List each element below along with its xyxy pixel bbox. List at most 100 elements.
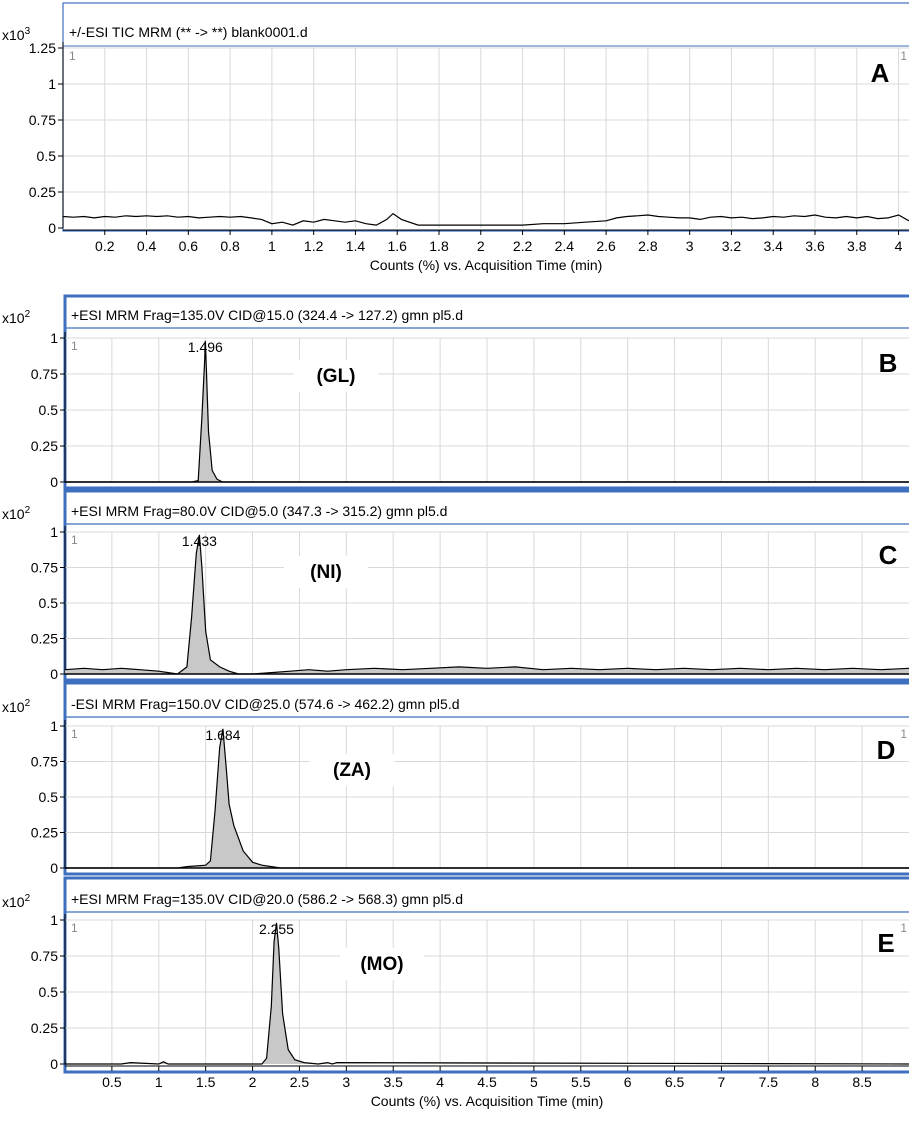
x-tick-label: 0.8 xyxy=(220,238,240,254)
panel-d: 0 0.25 0.5 0.75 1 x102 -ESI MRM Frag=150.0V CI… xyxy=(2,681,909,876)
x-tick-label: 4 xyxy=(895,238,903,254)
peak-label: 1.496 xyxy=(188,339,223,355)
panel-c: 0 0.25 0.5 0.75 1 x102 +ESI MRM Frag=80.0V CID… xyxy=(2,489,909,682)
x-tick-label: 3 xyxy=(686,238,694,254)
x-tick-label: 2.6 xyxy=(596,238,616,254)
peak-label: 1.433 xyxy=(182,533,217,549)
compound-label-bg xyxy=(284,556,368,588)
x-tick-label: 1.2 xyxy=(304,238,324,254)
corner-marker-right: 1 xyxy=(900,727,907,741)
y-tick-label: 0.25 xyxy=(29,184,56,200)
peak-label: 1.684 xyxy=(205,727,240,743)
y-exponent: 2 xyxy=(25,505,31,516)
y-tick-label: 0.25 xyxy=(31,438,58,454)
x-tick-label: 0.4 xyxy=(137,238,157,254)
panel-letter: B xyxy=(879,348,898,378)
panel-e: 0 0.25 0.5 0.75 1 x102 +ESI MRM Frag=135.0V CI… xyxy=(2,876,909,1109)
y-tick-label: 0.75 xyxy=(31,754,58,770)
x-axis-label: Counts (%) vs. Acquisition Time (min) xyxy=(371,1093,604,1109)
peak-area xyxy=(65,922,909,1064)
corner-marker-left: 1 xyxy=(71,339,78,353)
compound-label: (GL) xyxy=(316,366,355,387)
series-line xyxy=(65,340,909,483)
y-tick-label: 0.75 xyxy=(31,948,58,964)
peak-label: 2.255 xyxy=(259,921,294,937)
compound-label-bg xyxy=(294,360,378,392)
x-tick-label: 1.6 xyxy=(387,238,407,254)
x-tick-label: 1 xyxy=(155,1074,163,1090)
y-tick-label: 0.5 xyxy=(39,402,59,418)
y-tick-label: 0.25 xyxy=(31,631,58,647)
y-tick-label: 0.75 xyxy=(29,112,56,128)
x-tick-label: 3 xyxy=(342,1074,350,1090)
corner-marker-right: 1 xyxy=(900,49,907,63)
y-exponent: 2 xyxy=(25,309,31,320)
y-tick-label: 1 xyxy=(50,718,58,734)
x-tick-label: 2.8 xyxy=(638,238,658,254)
x-tick-label: 6.5 xyxy=(665,1074,685,1090)
series-line xyxy=(64,534,909,675)
y-multiplier: x102 xyxy=(2,309,31,326)
x-tick-label: 5.5 xyxy=(571,1074,591,1090)
series-line xyxy=(62,212,909,226)
compound-label: (ZA) xyxy=(333,760,371,781)
compound-label: (NI) xyxy=(310,562,342,583)
x-tick-label: 8.5 xyxy=(852,1074,872,1090)
series-line xyxy=(65,728,909,869)
y-tick-label: 1 xyxy=(50,330,58,346)
y-tick-label: 0 xyxy=(48,220,56,236)
y-tick-label: 0 xyxy=(50,1056,58,1072)
compound-label-bg xyxy=(340,948,424,980)
y-tick-label: 0.75 xyxy=(31,560,58,576)
y-multiplier: x103 xyxy=(2,26,31,43)
x-tick-label: 7.5 xyxy=(759,1074,779,1090)
y-tick-label: 0.75 xyxy=(31,366,58,382)
corner-marker-left: 1 xyxy=(71,533,78,547)
x-tick-label: 2 xyxy=(249,1074,257,1090)
y-multiplier: x102 xyxy=(2,698,31,715)
x-tick-label: 1.5 xyxy=(196,1074,216,1090)
corner-marker-left: 1 xyxy=(71,921,78,935)
corner-marker-right: 1 xyxy=(900,921,907,935)
x-tick-label: 3.2 xyxy=(722,238,742,254)
y-exponent: 2 xyxy=(25,893,31,904)
y-tick-label: 1 xyxy=(48,76,56,92)
panel-letter: C xyxy=(879,540,898,570)
x-tick-label: 8 xyxy=(811,1074,819,1090)
y-tick-label: 0.5 xyxy=(37,148,57,164)
x-tick-label: 4 xyxy=(436,1074,444,1090)
x-tick-label: 0.5 xyxy=(102,1074,122,1090)
y-tick-label: 1 xyxy=(50,912,58,928)
x-tick-label: 3.8 xyxy=(847,238,867,254)
x-tick-label: 3.6 xyxy=(805,238,825,254)
panel-b: 0 0.25 0.5 0.75 1 x102 +ESI MRM Frag=135.0V CI… xyxy=(2,294,909,490)
x-tick-label: 2.4 xyxy=(555,238,575,254)
x-tick-label: 0.2 xyxy=(95,238,115,254)
compound-label-bg xyxy=(310,754,394,786)
y-tick-label: 0 xyxy=(50,860,58,876)
y-tick-label: 0.5 xyxy=(39,789,59,805)
x-tick-label: 2.5 xyxy=(290,1074,310,1090)
x-tick-label: 3.5 xyxy=(383,1074,403,1090)
y-tick-label: 0.5 xyxy=(39,984,59,1000)
corner-marker-left: 1 xyxy=(69,49,76,63)
chart-title: +ESI MRM Frag=135.0V CID@20.0 (586.2 -> … xyxy=(71,891,463,907)
x-tick-label: 5 xyxy=(530,1074,538,1090)
y-tick-label: 0.25 xyxy=(31,825,58,841)
y-exponent: 2 xyxy=(25,698,31,709)
x-tick-label: 4.5 xyxy=(477,1074,497,1090)
y-tick-label: 1.25 xyxy=(29,40,56,56)
y-tick-label: 0.5 xyxy=(39,595,59,611)
x-tick-label: 3.4 xyxy=(763,238,783,254)
series-line xyxy=(65,922,909,1065)
y-exponent: 3 xyxy=(25,26,31,37)
x-tick-label: 7 xyxy=(718,1074,726,1090)
x-axis-label: Counts (%) vs. Acquisition Time (min) xyxy=(370,257,603,273)
y-tick-label: 0.25 xyxy=(31,1020,58,1036)
x-tick-label: 2.2 xyxy=(513,238,533,254)
y-tick-label: 0 xyxy=(50,666,58,682)
chart-title: +ESI MRM Frag=80.0V CID@5.0 (347.3 -> 31… xyxy=(71,503,447,519)
